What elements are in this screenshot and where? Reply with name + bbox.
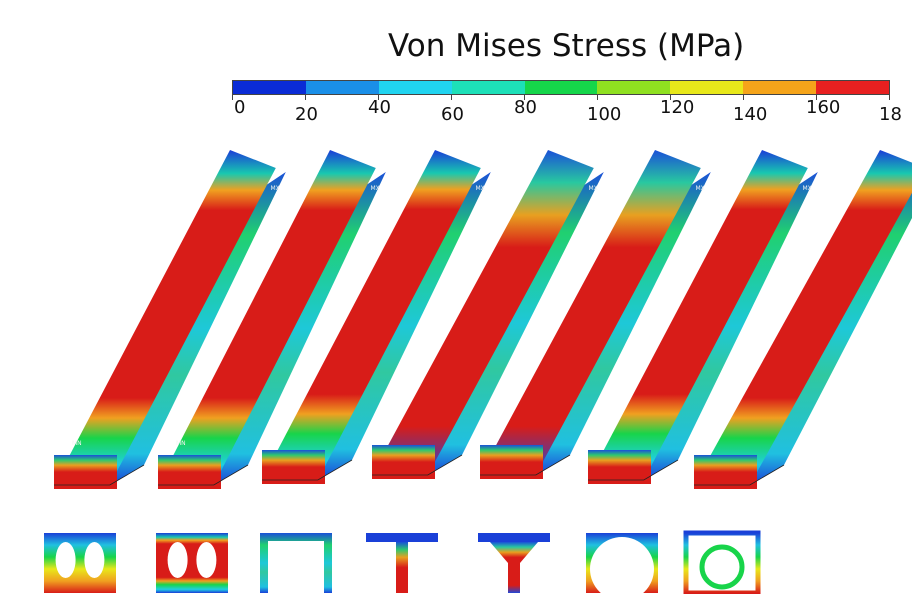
beam-top-face — [480, 150, 701, 475]
beam-edge — [480, 454, 571, 476]
beam-top-face — [694, 150, 912, 485]
colorbar-segment — [816, 81, 890, 94]
beam-edge — [262, 459, 353, 481]
colorbar-tick-label: 40 — [368, 97, 391, 118]
colorbar-segment — [378, 81, 452, 94]
section-flange — [366, 533, 438, 542]
beam-model-2: MX MN — [158, 150, 386, 489]
colorbar-tick-mark — [378, 94, 379, 100]
beam-edge — [588, 459, 679, 481]
beam-model-5: MX — [480, 150, 711, 479]
cross-section-6 — [586, 533, 658, 594]
beam-top-face — [158, 150, 376, 485]
beam-extreme-label: MX — [271, 185, 280, 192]
colorbar-tick-label: 140 — [733, 104, 768, 125]
beam-edge — [54, 464, 145, 486]
beam-side-face — [213, 172, 386, 485]
beam-side-face — [643, 172, 818, 480]
beam-extreme-label: MX — [589, 185, 598, 192]
colorbar-tick-label: 120 — [660, 97, 695, 118]
colorbar-tick-label: 60 — [441, 104, 464, 125]
colorbar-tick-mark — [451, 94, 452, 100]
section-hollow — [55, 542, 76, 578]
beam-extreme-label: MN — [176, 440, 186, 447]
colorbar-tick-mark — [816, 94, 817, 100]
cross-section-7 — [683, 530, 761, 594]
colorbar-tick-mark — [743, 94, 744, 100]
beam-model-6: MX — [588, 150, 818, 484]
colorbar-tick-mark — [670, 94, 671, 100]
beam-top-face — [262, 150, 481, 480]
beam-extreme-label: MX — [371, 185, 380, 192]
cross-section-5 — [478, 533, 550, 593]
colorbar-tick-mark — [889, 94, 890, 100]
colorbar-tick-mark — [524, 94, 525, 100]
colorbar-tick-label: 80 — [514, 97, 537, 118]
colorbar-tick-mark — [232, 94, 233, 100]
cross-section-4 — [366, 533, 438, 593]
colorbar-segment — [743, 81, 817, 94]
beam-top-face — [54, 150, 276, 485]
beam-end-face — [158, 455, 221, 489]
beam-end-face — [262, 450, 325, 484]
colorbar-tick-label: 160 — [806, 97, 841, 118]
beam-edge — [372, 454, 463, 476]
beam-top-face — [372, 150, 594, 475]
section-hollow — [196, 542, 217, 578]
cross-section-1 — [44, 533, 116, 593]
beam-side-face — [317, 172, 491, 480]
colorbar-tick-mark — [597, 94, 598, 100]
beam-model-4: MX — [372, 150, 604, 479]
beam-extreme-label: MX — [476, 185, 485, 192]
section-web — [490, 542, 538, 593]
colorbar-tick-label: 20 — [295, 104, 318, 125]
beam-model-1: MX MN — [54, 150, 286, 489]
beam-side-face — [535, 172, 711, 475]
colorbar-tick-label: 100 — [587, 104, 622, 125]
colorbar-tick-mark — [305, 94, 306, 100]
colorbar-tick-label: 18 — [879, 104, 902, 125]
section-ring — [699, 544, 745, 590]
colorbar-tick-label: 0 — [234, 97, 246, 118]
section-hollow — [167, 542, 188, 578]
colorbar-segment — [233, 81, 306, 94]
beam-end-face — [588, 450, 651, 484]
section-outer — [156, 533, 228, 593]
beam-end-face — [372, 445, 435, 479]
colorbar-segment — [524, 81, 598, 94]
section-web — [396, 542, 408, 593]
beam-end-face — [480, 445, 543, 479]
cross-section-2 — [156, 533, 228, 593]
colorbar-segment — [451, 81, 525, 94]
beam-edge — [158, 464, 249, 486]
colorbar-title: Von Mises Stress (MPa) — [388, 28, 745, 64]
colorbar-segment — [597, 81, 671, 94]
section-hollow — [590, 537, 654, 594]
section-hollow — [268, 541, 324, 593]
beam-model-3: MX — [262, 150, 491, 484]
beam-extreme-label: MX — [803, 185, 812, 192]
beam-edge — [694, 464, 785, 486]
section-flange — [478, 533, 550, 542]
beam-extreme-label: MX — [696, 185, 705, 192]
beam-end-face — [54, 455, 117, 489]
section-outer — [683, 530, 761, 594]
beam-end-face — [694, 455, 757, 489]
cross-sections — [44, 530, 761, 594]
colorbar — [232, 80, 890, 95]
beam-model-7: MX — [694, 150, 912, 489]
section-hollow — [84, 542, 105, 578]
beam-side-face — [427, 172, 604, 475]
section-outer — [44, 533, 116, 593]
beam-extreme-label: MN — [72, 440, 82, 447]
beam-top-face — [588, 150, 808, 480]
colorbar-segment — [670, 81, 744, 94]
colorbar-segment — [305, 81, 379, 94]
beam-side-face — [109, 172, 286, 485]
cross-section-3 — [260, 533, 332, 593]
